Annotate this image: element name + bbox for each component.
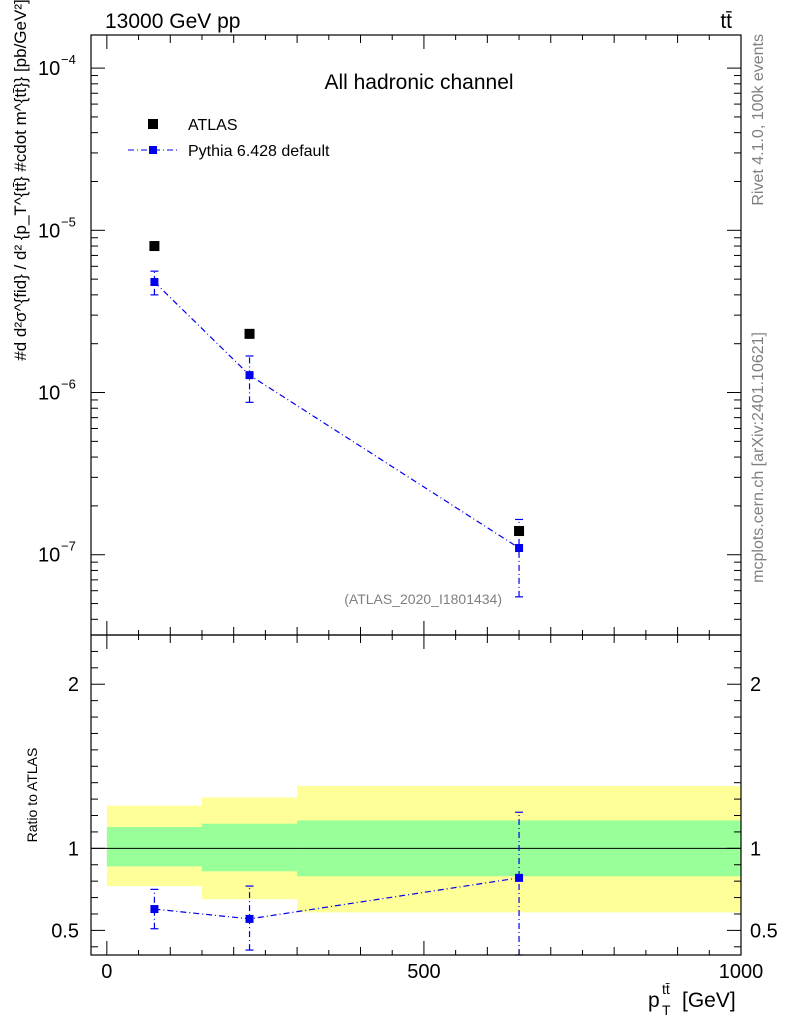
plot-title: All hadronic channel xyxy=(324,71,513,94)
main-y-tick-exponent: −7 xyxy=(61,539,76,554)
legend-pythia-marker xyxy=(149,146,157,154)
main-y-tick-exponent: −4 xyxy=(61,52,76,67)
ratio-plot: 0.5 0.5 1 1 2 2 0 500 1000 Ratio to ATLAS p T tt… xyxy=(24,634,778,1018)
ratio-band-green xyxy=(106,827,202,867)
ratio-y-axis-label: Ratio to ATLAS xyxy=(24,748,40,843)
pythia-point xyxy=(515,544,524,553)
x-tick-label: 1000 xyxy=(719,961,764,983)
x-axis-label-unit: [GeV] xyxy=(682,989,736,1012)
main-y-tick-exponent: −6 xyxy=(61,377,76,392)
main-plot: 10−410−510−610−7 All hadronic channel (A… xyxy=(11,0,742,636)
main-y-tick-label: 10 xyxy=(38,58,60,80)
x-axis-label-sup: tt̄ xyxy=(662,981,670,997)
legend-atlas-label: ATLAS xyxy=(188,117,238,134)
mcplots-label: mcplots.cern.ch [arXiv:2401.10621] xyxy=(750,332,767,583)
main-y-axis-label: #d d²σ^{fid} / d² {p_T^{tt̄} #cdot m^{tt… xyxy=(11,0,30,361)
ratio-y-tick-label-left: 2 xyxy=(68,674,79,696)
main-y-tick-label: 10 xyxy=(38,545,60,567)
ratio-frame xyxy=(90,634,742,956)
main-y-tick-exponent: −5 xyxy=(61,214,76,229)
ratio-y-tick-label-right: 2 xyxy=(750,674,761,696)
analysis-tag: (ATLAS_2020_I1801434) xyxy=(344,591,502,607)
ratio-y-tick-label-left: 1 xyxy=(68,838,79,860)
x-tick-label: 500 xyxy=(407,961,440,983)
ratio-pythia-point xyxy=(245,914,254,923)
ratio-pythia-point xyxy=(515,873,524,882)
atlas-point xyxy=(149,241,160,252)
ratio-y-tick-label-right: 0.5 xyxy=(750,920,778,942)
energy-label: 13000 GeV pp xyxy=(105,10,240,33)
pythia-line xyxy=(153,281,520,549)
atlas-point xyxy=(244,328,255,339)
ratio-y-tick-label-right: 1 xyxy=(750,838,761,860)
pythia-point xyxy=(150,278,159,287)
process-label: tt̄ xyxy=(720,10,732,33)
legend-pythia-label: Pythia 6.428 default xyxy=(188,143,330,160)
x-axis-label-p: p xyxy=(648,989,660,1012)
ratio-y-tick-label-left: 0.5 xyxy=(51,920,79,942)
main-y-tick-label: 10 xyxy=(38,220,60,242)
ratio-pythia-point xyxy=(150,905,159,914)
x-axis-label-sub: T xyxy=(662,1002,671,1018)
rivet-label: Rivet 4.1.0, 100k events xyxy=(750,34,767,206)
x-axis-label: p T tt̄ [GeV] xyxy=(648,981,736,1018)
x-tick-label: 0 xyxy=(101,961,112,983)
ratio-band-green xyxy=(201,823,298,872)
legend-atlas-marker xyxy=(148,119,158,129)
pythia-point xyxy=(245,371,254,380)
main-y-tick-label: 10 xyxy=(38,383,60,405)
atlas-point xyxy=(514,526,525,537)
